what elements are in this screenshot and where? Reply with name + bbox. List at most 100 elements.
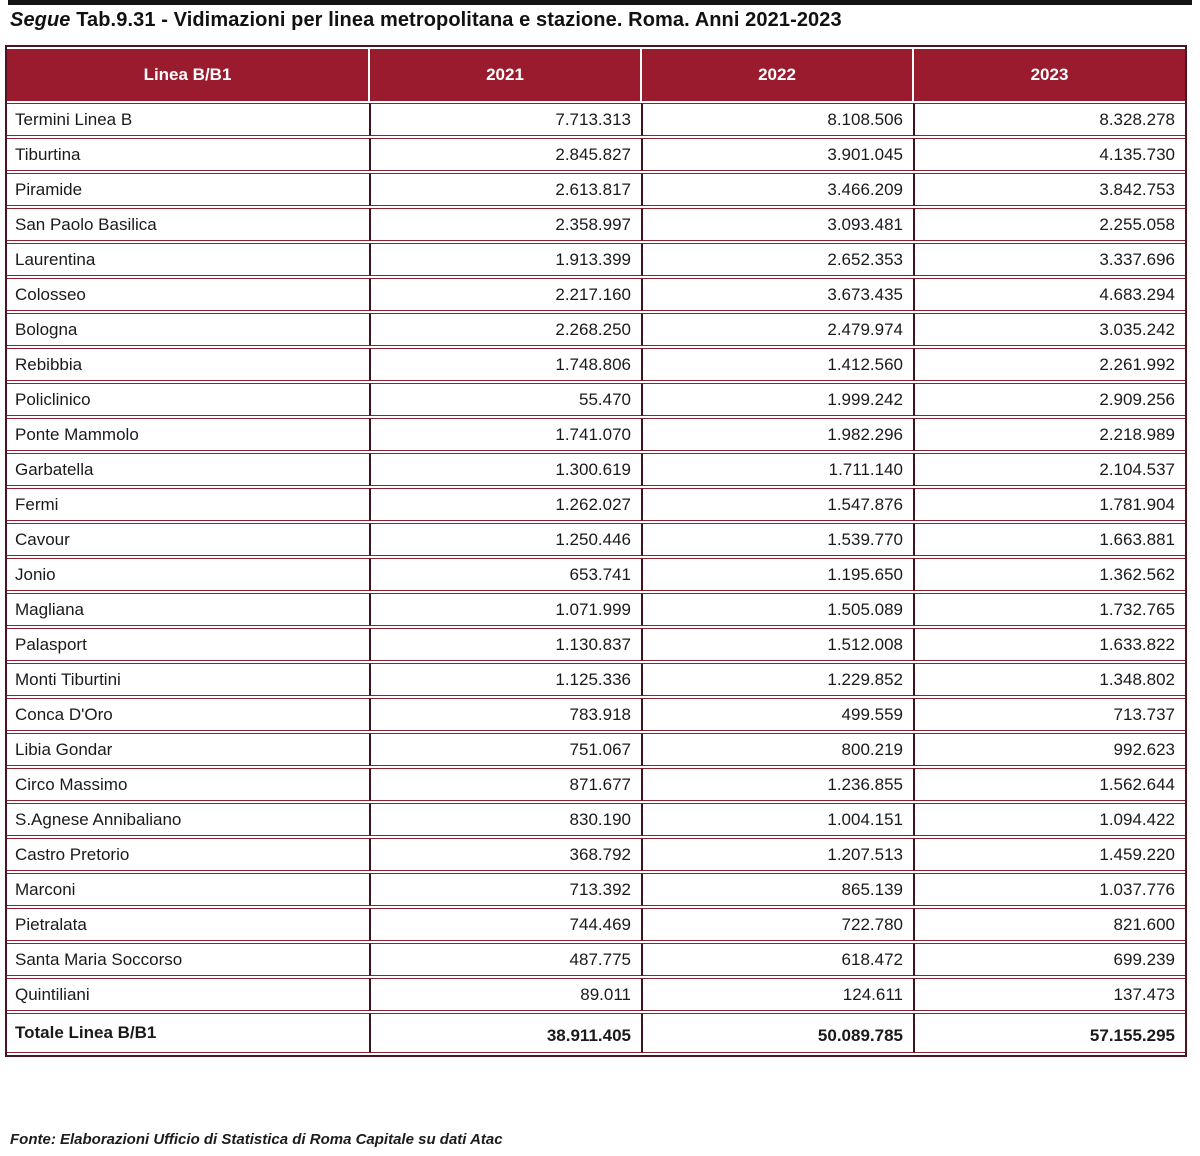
value-cell: 821.600	[914, 908, 1185, 941]
value-cell: 2.255.058	[914, 208, 1185, 241]
value-cell: 871.677	[370, 768, 642, 801]
station-name-cell: Conca D'Oro	[7, 698, 370, 731]
table-row: Bologna 2.268.250 2.479.974 3.035.242	[7, 313, 1185, 346]
value-cell: 1.071.999	[370, 593, 642, 626]
station-name-cell: Libia Gondar	[7, 733, 370, 766]
table-row: Rebibbia 1.748.806 1.412.560 2.261.992	[7, 348, 1185, 381]
value-cell: 2.218.989	[914, 418, 1185, 451]
total-row: Totale Linea B/B1 38.911.405 50.089.785 …	[7, 1013, 1185, 1053]
value-cell: 8.328.278	[914, 103, 1185, 136]
value-cell: 1.748.806	[370, 348, 642, 381]
value-cell: 1.300.619	[370, 453, 642, 486]
table-row: Libia Gondar 751.067 800.219 992.623	[7, 733, 1185, 766]
station-name-cell: Garbatella	[7, 453, 370, 486]
station-name-cell: Pietralata	[7, 908, 370, 941]
station-name-cell: Colosseo	[7, 278, 370, 311]
value-cell: 800.219	[642, 733, 914, 766]
value-cell: 830.190	[370, 803, 642, 836]
value-cell: 744.469	[370, 908, 642, 941]
table-row: Policlinico 55.470 1.999.242 2.909.256	[7, 383, 1185, 416]
table-row: Fermi 1.262.027 1.547.876 1.781.904	[7, 488, 1185, 521]
table-row: Monti Tiburtini 1.125.336 1.229.852 1.348.8…	[7, 663, 1185, 696]
value-cell: 1.362.562	[914, 558, 1185, 591]
title-text: Tab.9.31 - Vidimazioni per linea metropo…	[70, 9, 842, 31]
header-row: Linea B/B1 2021 2022 2023	[7, 49, 1185, 101]
value-cell: 2.845.827	[370, 138, 642, 171]
value-cell: 499.559	[642, 698, 914, 731]
value-cell: 2.909.256	[914, 383, 1185, 416]
table-row: Tiburtina 2.845.827 3.901.045 4.135.730	[7, 138, 1185, 171]
value-cell: 1.250.446	[370, 523, 642, 556]
value-cell: 1.412.560	[642, 348, 914, 381]
value-cell: 137.473	[914, 978, 1185, 1011]
value-cell: 3.466.209	[642, 173, 914, 206]
table-row: Palasport 1.130.837 1.512.008 1.633.822	[7, 628, 1185, 661]
station-name-cell: Marconi	[7, 873, 370, 906]
value-cell: 1.732.765	[914, 593, 1185, 626]
value-cell: 722.780	[642, 908, 914, 941]
station-name-cell: Quintiliani	[7, 978, 370, 1011]
value-cell: 1.633.822	[914, 628, 1185, 661]
station-name-cell: Tiburtina	[7, 138, 370, 171]
value-cell: 1.781.904	[914, 488, 1185, 521]
top-rule	[8, 0, 1192, 5]
value-cell: 124.611	[642, 978, 914, 1011]
value-cell: 2.217.160	[370, 278, 642, 311]
value-cell: 1.262.027	[370, 488, 642, 521]
total-value-cell: 38.911.405	[370, 1013, 642, 1053]
value-cell: 653.741	[370, 558, 642, 591]
table-row: Ponte Mammolo 1.741.070 1.982.296 2.218.989	[7, 418, 1185, 451]
table-row: Quintiliani 89.011 124.611 137.473	[7, 978, 1185, 1011]
value-cell: 3.035.242	[914, 313, 1185, 346]
source-note: Fonte: Elaborazioni Ufficio di Statistic…	[10, 1131, 503, 1148]
value-cell: 1.711.140	[642, 453, 914, 486]
value-cell: 2.261.992	[914, 348, 1185, 381]
value-cell: 1.229.852	[642, 663, 914, 696]
table-row: Cavour 1.250.446 1.539.770 1.663.881	[7, 523, 1185, 556]
vidimazioni-table-container: Linea B/B1 2021 2022 2023 Termini Linea …	[5, 45, 1187, 1057]
value-cell: 2.652.353	[642, 243, 914, 276]
value-cell: 8.108.506	[642, 103, 914, 136]
header-2021: 2021	[370, 49, 642, 101]
value-cell: 2.358.997	[370, 208, 642, 241]
station-name-cell: Fermi	[7, 488, 370, 521]
value-cell: 865.139	[642, 873, 914, 906]
value-cell: 1.505.089	[642, 593, 914, 626]
value-cell: 713.392	[370, 873, 642, 906]
station-name-cell: Laurentina	[7, 243, 370, 276]
table-row: Laurentina 1.913.399 2.652.353 3.337.696	[7, 243, 1185, 276]
value-cell: 1.982.296	[642, 418, 914, 451]
table-row: Castro Pretorio 368.792 1.207.513 1.459.220	[7, 838, 1185, 871]
table-row: S.Agnese Annibaliano 830.190 1.004.151 1.09…	[7, 803, 1185, 836]
value-cell: 618.472	[642, 943, 914, 976]
value-cell: 1.130.837	[370, 628, 642, 661]
table-row: Jonio 653.741 1.195.650 1.362.562	[7, 558, 1185, 591]
value-cell: 1.547.876	[642, 488, 914, 521]
title-segue-prefix: Segue	[10, 9, 71, 31]
value-cell: 1.125.336	[370, 663, 642, 696]
vidimazioni-table: Linea B/B1 2021 2022 2023 Termini Linea …	[5, 45, 1187, 1057]
value-cell: 2.268.250	[370, 313, 642, 346]
station-name-cell: Castro Pretorio	[7, 838, 370, 871]
table-row: Marconi 713.392 865.139 1.037.776	[7, 873, 1185, 906]
table-footer: Totale Linea B/B1 38.911.405 50.089.785 …	[7, 1013, 1185, 1053]
station-name-cell: Bologna	[7, 313, 370, 346]
value-cell: 4.683.294	[914, 278, 1185, 311]
value-cell: 1.562.644	[914, 768, 1185, 801]
value-cell: 1.236.855	[642, 768, 914, 801]
value-cell: 713.737	[914, 698, 1185, 731]
value-cell: 2.104.537	[914, 453, 1185, 486]
table-row: Piramide 2.613.817 3.466.209 3.842.753	[7, 173, 1185, 206]
station-name-cell: Ponte Mammolo	[7, 418, 370, 451]
station-name-cell: Monti Tiburtini	[7, 663, 370, 696]
value-cell: 1.207.513	[642, 838, 914, 871]
value-cell: 3.337.696	[914, 243, 1185, 276]
value-cell: 992.623	[914, 733, 1185, 766]
station-name-cell: Policlinico	[7, 383, 370, 416]
value-cell: 3.901.045	[642, 138, 914, 171]
table-row: Colosseo 2.217.160 3.673.435 4.683.294	[7, 278, 1185, 311]
header-linea: Linea B/B1	[7, 49, 370, 101]
station-name-cell: Palasport	[7, 628, 370, 661]
value-cell: 1.094.422	[914, 803, 1185, 836]
value-cell: 699.239	[914, 943, 1185, 976]
